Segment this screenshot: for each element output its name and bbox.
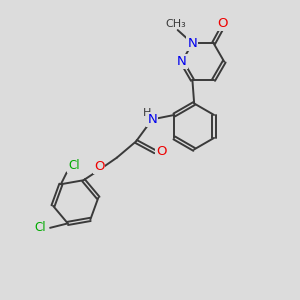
Text: N: N xyxy=(147,113,157,126)
Text: N: N xyxy=(177,55,187,68)
Text: H: H xyxy=(143,108,151,118)
Text: Cl: Cl xyxy=(68,159,80,172)
Text: CH₃: CH₃ xyxy=(166,19,187,28)
Text: O: O xyxy=(94,160,104,173)
Text: N: N xyxy=(188,37,197,50)
Text: O: O xyxy=(156,145,166,158)
Text: O: O xyxy=(217,17,228,30)
Text: Cl: Cl xyxy=(34,221,46,234)
